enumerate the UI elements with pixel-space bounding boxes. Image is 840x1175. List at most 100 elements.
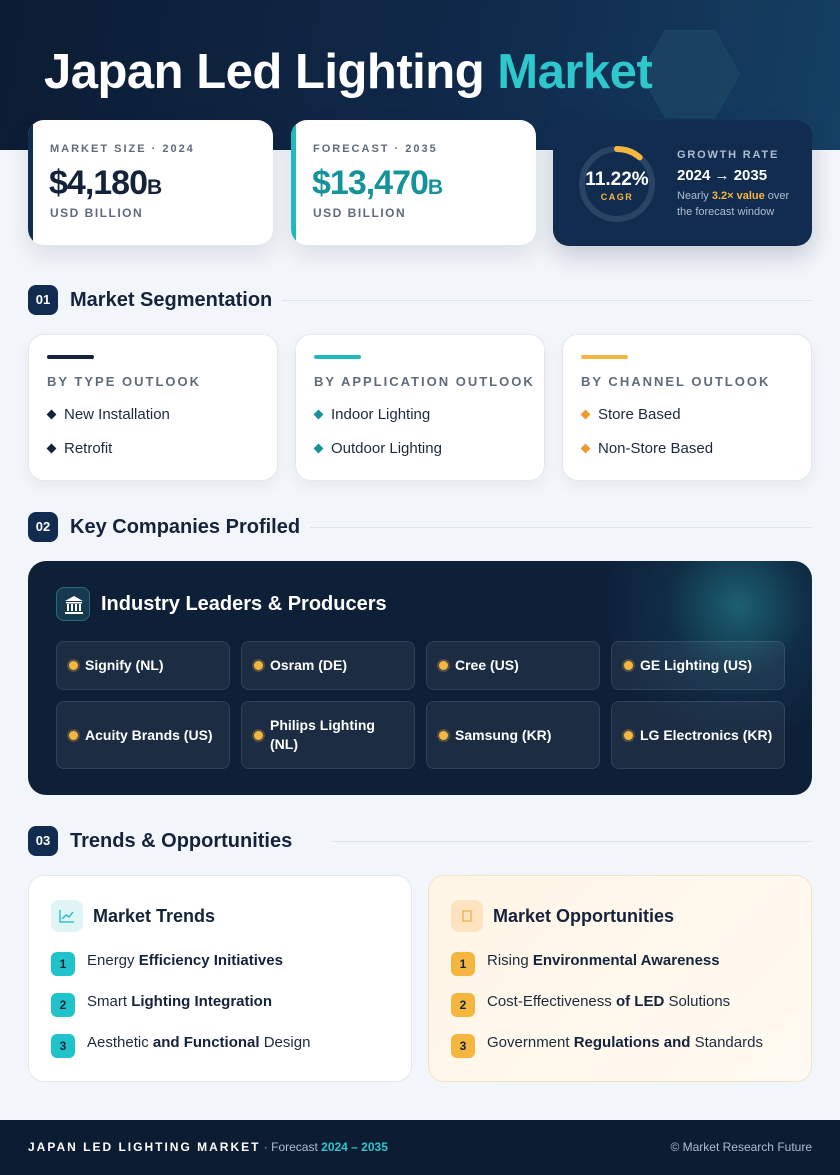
company-dot-icon [254,661,263,670]
trend-text: Aesthetic and Functional Design [87,1034,310,1052]
diamond-bullet-icon [313,443,324,454]
footer-left: JAPAN LED LIGHTING MARKET · Forecast 202… [28,1140,388,1154]
hero-banner: Japan Led Lighting Market [0,0,840,150]
section-number: 02 [28,512,58,542]
company-name: Philips Lighting (NL) [270,717,375,752]
segment-card-type: BY TYPE OUTLOOK New Installation Retrofi… [28,334,278,481]
section-header-trends: 03 Trends & Opportunities [28,826,812,858]
trend-item: 3 Aesthetic and Functional Design [51,1034,310,1075]
company-dot-icon [69,731,78,740]
company-name: Signify (NL) [85,657,164,673]
growth-note-highlight: 3.2× value [711,190,765,202]
market-size-unit: USD BILLION [50,206,144,220]
segment-item-label: Outdoor Lighting [331,440,442,457]
segment-accent-bar [47,355,94,359]
section-title: Market Segmentation [70,289,273,311]
diamond-bullet-icon [313,409,324,420]
segment-item-label: Indoor Lighting [331,406,431,423]
cagr-ring-progress [579,146,655,222]
item-number-badge: 2 [451,993,475,1017]
footer: JAPAN LED LIGHTING MARKET · Forecast 202… [0,1120,840,1175]
market-opportunities-title: Market Opportunities [493,906,675,926]
item-number-badge: 1 [451,952,475,976]
trend-text-part: Smart [87,993,132,1010]
diamond-bullet-icon [46,443,57,454]
growth-note-prefix: Nearly [677,190,712,202]
forecast-card: FORECAST · 2035 $13,470B USD BILLION [291,120,536,245]
section-number: 03 [28,826,58,856]
item-number-badge: 3 [451,1034,475,1058]
card-accent-edge [28,120,33,245]
section-title: Trends & Opportunities [70,830,293,852]
footer-copyright: © Market Research Future [670,1140,812,1154]
trend-text: Smart Lighting Integration [87,993,272,1011]
segment-item-label: Store Based [598,406,681,423]
section-divider [310,527,812,528]
page-title: Japan Led Lighting Market [44,44,653,100]
segment-item-label: Non-Store Based [598,440,714,457]
segment-item: Indoor Lighting [313,406,442,440]
company-dot-icon [254,731,263,740]
trend-text-bold: and Functional [152,1034,260,1051]
line-chart-glyph [59,910,74,923]
section-title: Key Companies Profiled [70,516,301,538]
growth-note-suffix: over the forecast window [677,190,790,218]
forecast-label: FORECAST · 2035 [313,143,438,155]
market-size-number: $4,180 [49,164,148,202]
opportunity-list: 1 Rising Environmental Awareness 2 Cost-Ef… [451,952,763,1075]
segment-title: BY APPLICATION OUTLOOK [314,374,535,389]
company-dot-icon [69,661,78,670]
growth-note: Nearly 3.2× value over the forecast wind… [677,188,802,220]
trend-list: 1 Energy Efficiency Initiatives 2 Smart Li… [51,952,310,1075]
company-dot-icon [439,731,448,740]
opportunity-text-part: Rising [487,952,533,969]
trend-text-part: Design [259,1034,311,1051]
item-number-badge: 2 [51,993,75,1017]
opportunity-text-part: Standards [690,1034,763,1051]
opportunity-text-part: Cost-Effectiveness [487,993,616,1010]
segment-item-label: Retrofit [64,440,113,457]
market-size-value: $4,180B [49,164,162,203]
segment-title: BY CHANNEL OUTLOOK [581,374,771,389]
growth-rate-card: 11.22% CAGR GROWTH RATE 2024 → 2035 Near… [553,120,812,246]
trend-text: Energy Efficiency Initiatives [87,952,283,970]
segment-list: Store Based Non-Store Based [580,406,714,474]
company-chip: Osram (DE) [241,641,415,690]
company-name: Samsung (KR) [455,727,552,743]
opportunity-text-part: Solutions [664,993,731,1010]
market-trends-card: Market Trends 1 Energy Efficiency Initiat… [28,875,412,1082]
companies-panel-title: Industry Leaders & Producers [101,593,387,615]
segment-accent-bar [581,355,628,359]
forecast-value: $13,470B [312,164,443,203]
section-number: 01 [28,285,58,315]
company-chip: Cree (US) [426,641,600,690]
footer-separator: · Forecast [260,1140,322,1154]
company-name: LG Electronics (KR) [640,727,773,743]
companies-panel: Industry Leaders & Producers Signify (NL… [28,561,812,795]
segment-card-channel: BY CHANNEL OUTLOOK Store Based Non-Store… [562,334,812,481]
opportunity-item: 2 Cost-Effectiveness of LED Solutions [451,993,763,1034]
company-chip: Signify (NL) [56,641,230,690]
company-dot-icon [624,731,633,740]
square-glyph [462,910,472,922]
company-dot-icon [439,661,448,670]
trend-text-bold: Efficiency Initiatives [138,952,283,969]
page-title-main: Japan Led Lighting [44,45,485,99]
segment-list: Indoor Lighting Outdoor Lighting [313,406,442,474]
trend-item: 2 Smart Lighting Integration [51,993,310,1034]
segment-item: New Installation [46,406,170,440]
cagr-value: 11.22% [585,169,649,190]
item-number-badge: 1 [51,952,75,976]
hexagon-decoration-inner [641,31,739,117]
trend-text-part: Energy [87,952,139,969]
market-size-card: MARKET SIZE · 2024 $4,180B USD BILLION [28,120,273,245]
company-chip: GE Lighting (US) [611,641,785,690]
segment-item: Retrofit [46,440,170,474]
market-size-suffix: B [147,176,163,199]
growth-rate-label: GROWTH RATE [677,149,780,161]
bank-building-icon [56,587,90,621]
segment-list: New Installation Retrofit [46,406,170,474]
footer-years: 2024 – 2035 [321,1140,388,1154]
market-trends-title: Market Trends [93,906,216,926]
company-dot-icon [624,661,633,670]
